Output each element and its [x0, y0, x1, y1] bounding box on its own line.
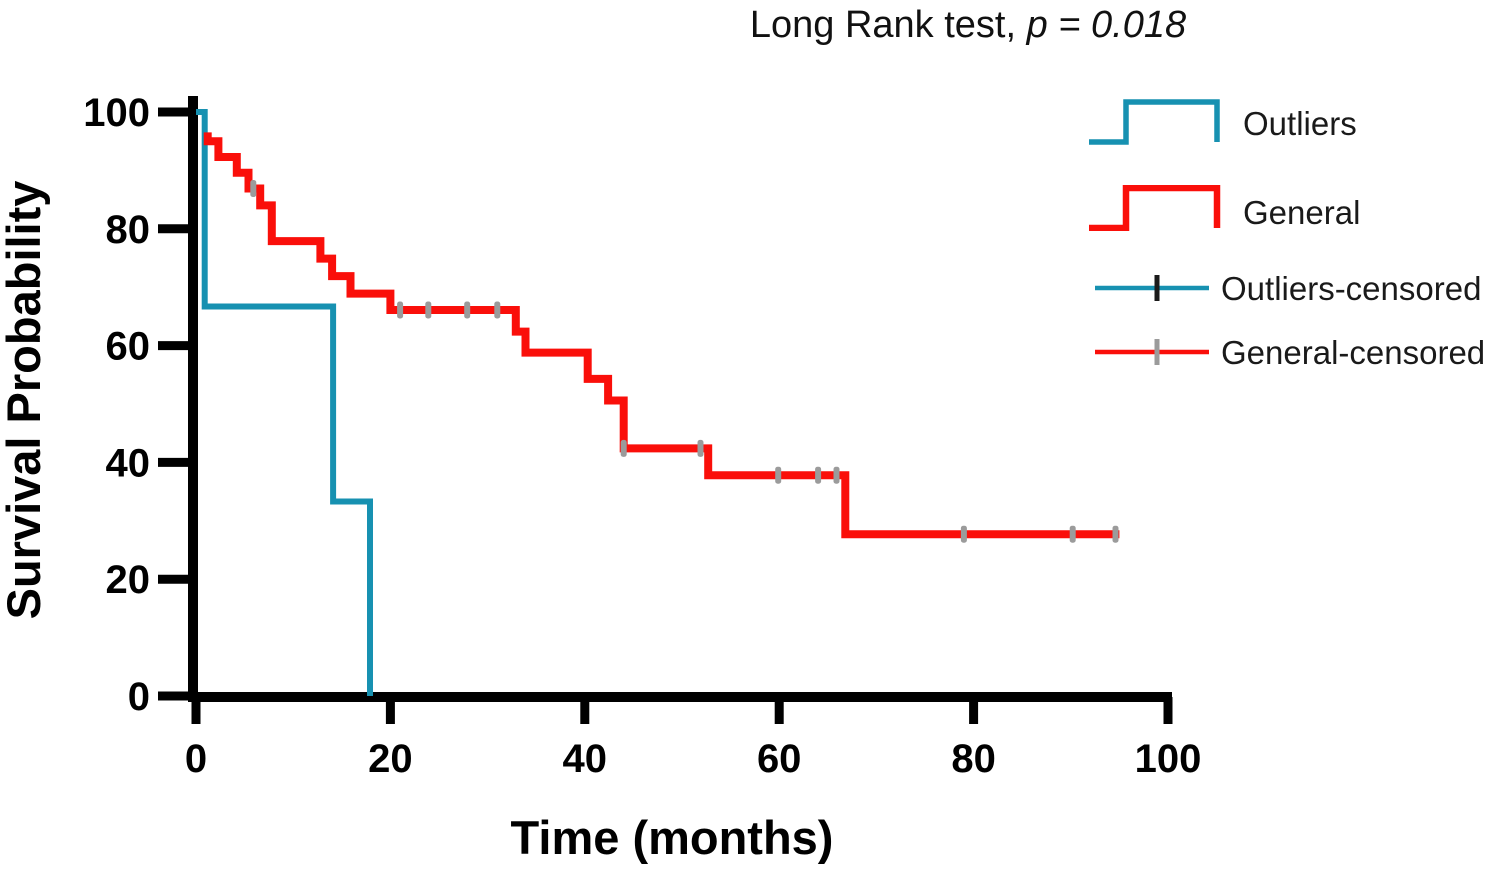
- x-tick-label: 40: [563, 737, 608, 781]
- general-censor-tick: [425, 301, 432, 319]
- general-censor-tick: [833, 466, 840, 484]
- y-tick-label: 40: [106, 441, 151, 485]
- legend-label-outliers: Outliers: [1243, 105, 1357, 142]
- legend-label-general: General: [1243, 194, 1361, 231]
- y-tick-label: 60: [106, 325, 151, 369]
- x-tick-label: 20: [368, 737, 413, 781]
- general-curve: [203, 132, 1120, 539]
- x-tick-label: 80: [951, 737, 996, 781]
- y-tick-label: 0: [128, 675, 150, 719]
- general-censor-tick: [250, 180, 257, 197]
- y-axis-title: Survival Probability: [0, 181, 50, 620]
- x-tick-label: 0: [185, 737, 207, 781]
- legend-label-general-censored: General-censored: [1221, 334, 1486, 371]
- general-censor-tick: [620, 439, 627, 457]
- p-value-text: p = 0.018: [1026, 4, 1187, 46]
- y-tick-label: 20: [106, 558, 151, 602]
- legend-outliers-censored-icon: [1095, 275, 1209, 301]
- general-censor-tick: [960, 525, 967, 543]
- general-censor-tick: [815, 466, 822, 484]
- chart-title-text: Long Rank test,: [749, 4, 1027, 46]
- general-censor-tick: [397, 301, 404, 319]
- x-axis-title: Time (months): [511, 811, 834, 864]
- general-censor-tick: [775, 466, 782, 484]
- legend-general-censored-icon: [1095, 339, 1209, 365]
- x-tick-label: 60: [757, 737, 802, 781]
- y-tick-label: 80: [106, 208, 151, 252]
- general-censor-tick: [1112, 525, 1119, 543]
- legend-outliers-step-icon: [1089, 99, 1220, 145]
- x-tick-label: 100: [1135, 737, 1202, 781]
- general-censor-tick: [1069, 525, 1076, 543]
- general-censor-tick: [494, 301, 501, 319]
- y-tick-label: 100: [83, 91, 150, 135]
- outliers-curve: [196, 109, 373, 696]
- legend-label-outliers-censored: Outliers-censored: [1221, 270, 1482, 307]
- legend-general-step-icon: [1089, 185, 1221, 231]
- general-censor-tick: [464, 301, 471, 319]
- chart-title: Long Rank test, p = 0.018: [658, 4, 1278, 47]
- general-censor-tick: [697, 439, 704, 457]
